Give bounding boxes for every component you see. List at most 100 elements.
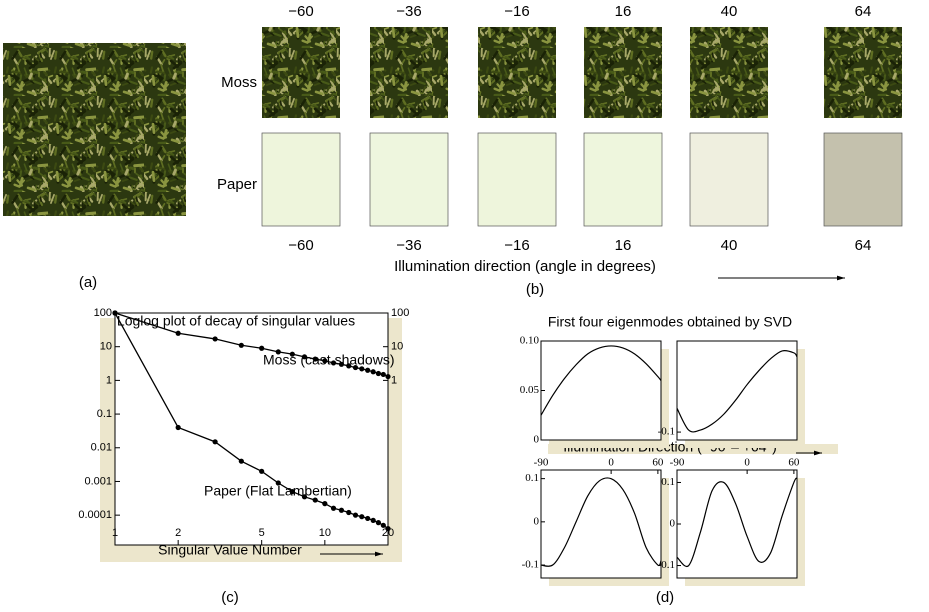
column-label: 64 — [855, 3, 872, 20]
moss-image — [690, 27, 768, 118]
y-tick-label: 0.1 — [97, 408, 112, 420]
row-label: Moss — [221, 74, 257, 91]
y2-tick-label: 100 — [391, 307, 409, 319]
column-label: −16 — [504, 3, 529, 20]
y-tick-label: -0.1 — [658, 426, 675, 438]
y-tick-label: 0.1 — [661, 476, 675, 488]
y-tick-label: 0.05 — [520, 384, 540, 396]
x-tick-label: 60 — [788, 457, 800, 469]
y-tick-label: 0 — [534, 434, 540, 446]
marker — [352, 364, 359, 371]
marker — [301, 494, 308, 500]
x-tick-label: 2 — [175, 527, 181, 539]
row-label: Paper — [217, 176, 257, 193]
panel-label: (a) — [79, 274, 97, 291]
marker — [112, 310, 118, 316]
chart-title: Loglog plot of decay of singular values — [117, 313, 355, 329]
y-tick-label: 0 — [534, 515, 540, 527]
y-tick-label: 0.1 — [525, 472, 539, 484]
marker — [289, 488, 295, 495]
marker — [385, 373, 391, 380]
x-axis-label: Singular Value Number — [158, 542, 302, 558]
marker — [370, 369, 376, 375]
y2-tick-label: 1 — [391, 374, 397, 386]
marker — [322, 501, 328, 507]
moss-image — [824, 27, 902, 118]
curve — [676, 350, 798, 433]
paper-image — [583, 132, 663, 227]
marker — [275, 480, 281, 486]
moss-image — [370, 27, 448, 118]
paper-image — [477, 132, 557, 227]
column-label: 64 — [855, 237, 872, 254]
chart-title: First four eigenmodes obtained by SVD — [548, 314, 792, 330]
marker — [212, 336, 218, 342]
paper-image — [261, 132, 341, 227]
paper-image — [689, 132, 769, 227]
y-tick-label: 0.001 — [84, 475, 112, 487]
y-tick-label: 0.01 — [91, 442, 112, 454]
marker — [352, 512, 359, 518]
marker — [370, 517, 376, 523]
axis-label: Illumination direction (angle in degrees… — [394, 258, 656, 275]
y2-tick-label: 10 — [391, 341, 403, 353]
x-tick-label: -90 — [670, 457, 685, 469]
paper-image — [823, 132, 903, 227]
y-tick-label: 0.10 — [520, 335, 540, 347]
marker — [275, 349, 281, 355]
plot-frame — [676, 340, 798, 441]
marker — [330, 505, 337, 511]
marker — [375, 370, 381, 377]
y-tick-label: 0.0001 — [78, 509, 112, 521]
column-label: −36 — [396, 3, 421, 20]
marker — [385, 525, 391, 532]
y-tick-label: -0.1 — [658, 559, 675, 571]
marker — [375, 520, 381, 526]
marker — [289, 351, 295, 357]
moss-image — [262, 27, 340, 118]
column-label: 40 — [721, 237, 738, 254]
marker — [338, 507, 345, 513]
marker — [322, 358, 328, 364]
marker — [365, 515, 371, 522]
curve — [676, 477, 798, 568]
series-label: Paper (Flat Lambertian) — [204, 483, 352, 499]
marker — [359, 514, 365, 520]
column-label: 40 — [721, 3, 738, 20]
curve — [540, 345, 662, 416]
plot-frame — [114, 312, 389, 546]
column-label: 16 — [615, 237, 632, 254]
marker — [312, 497, 318, 503]
column-label: −60 — [288, 3, 313, 20]
column-label: −36 — [396, 237, 421, 254]
y-tick-label: 100 — [94, 307, 112, 319]
y-tick-label: 1 — [106, 374, 112, 386]
moss-image — [584, 27, 662, 118]
x-tick-label: -90 — [534, 457, 549, 469]
marker — [212, 439, 218, 445]
marker — [346, 363, 352, 369]
marker — [175, 424, 181, 431]
x-tick-label: 0 — [744, 457, 750, 469]
marker — [380, 371, 386, 378]
column-label: −60 — [288, 237, 313, 254]
marker — [259, 468, 265, 474]
column-label: 16 — [615, 3, 632, 20]
panel-label: (d) — [656, 589, 674, 606]
panel-label: (c) — [221, 589, 239, 606]
x-tick-label: 0 — [608, 457, 614, 469]
y-tick-label: -0.1 — [522, 559, 539, 571]
moss-image — [478, 27, 556, 118]
x-tick-label: 60 — [652, 457, 664, 469]
marker — [312, 356, 318, 362]
marker — [238, 342, 244, 348]
marker — [380, 522, 386, 528]
marker — [338, 361, 345, 367]
marker — [238, 458, 244, 464]
column-label: −16 — [504, 237, 529, 254]
marker — [330, 360, 337, 366]
plot-frame — [676, 469, 798, 579]
series-label: Moss (cast shadows) — [263, 352, 394, 368]
